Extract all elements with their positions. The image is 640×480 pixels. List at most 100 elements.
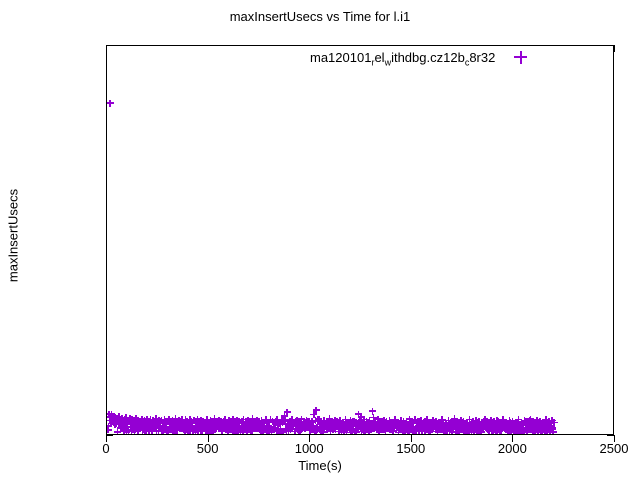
data-point bbox=[317, 420, 325, 428]
data-point bbox=[149, 417, 157, 424]
data-point bbox=[351, 424, 359, 432]
data-point bbox=[355, 410, 363, 418]
data-point bbox=[281, 412, 289, 420]
data-point bbox=[122, 425, 130, 433]
data-point bbox=[207, 417, 215, 425]
data-point bbox=[472, 417, 480, 425]
data-point bbox=[535, 420, 543, 428]
data-point bbox=[381, 420, 389, 428]
data-point bbox=[362, 424, 370, 432]
chart-title: maxInsertUsecs vs Time for l.i1 bbox=[229, 9, 411, 24]
data-point bbox=[239, 424, 247, 432]
data-point bbox=[215, 416, 223, 424]
data-point bbox=[160, 423, 168, 431]
data-point bbox=[309, 422, 317, 430]
data-point bbox=[257, 427, 265, 434]
data-point bbox=[340, 428, 348, 434]
data-point bbox=[317, 426, 325, 434]
data-point bbox=[123, 419, 131, 427]
data-point bbox=[460, 426, 468, 434]
data-point bbox=[284, 427, 292, 434]
data-point bbox=[455, 428, 463, 434]
data-point bbox=[360, 428, 368, 434]
data-point bbox=[227, 418, 235, 426]
data-point bbox=[288, 416, 296, 424]
data-point bbox=[142, 418, 150, 426]
data-point bbox=[413, 424, 421, 432]
data-point bbox=[303, 416, 311, 424]
data-point bbox=[118, 414, 126, 422]
data-point bbox=[193, 426, 201, 434]
data-point bbox=[421, 426, 429, 434]
data-point bbox=[437, 424, 445, 432]
data-point bbox=[507, 418, 515, 426]
data-point bbox=[441, 419, 449, 427]
data-point bbox=[208, 422, 216, 430]
data-point bbox=[300, 418, 308, 426]
data-point bbox=[197, 416, 205, 424]
data-point bbox=[475, 417, 483, 425]
x-tick-label: 2000 bbox=[497, 441, 527, 456]
data-point bbox=[312, 427, 320, 434]
data-point bbox=[348, 420, 356, 428]
data-point bbox=[246, 423, 254, 431]
y-tick-mark bbox=[106, 435, 113, 436]
data-point bbox=[107, 420, 115, 428]
data-point bbox=[380, 416, 388, 424]
data-point bbox=[491, 423, 499, 431]
data-point bbox=[352, 428, 360, 434]
data-point bbox=[266, 416, 274, 424]
data-point bbox=[399, 428, 407, 434]
data-point bbox=[523, 427, 531, 434]
data-point bbox=[109, 415, 117, 423]
data-point bbox=[468, 425, 476, 433]
data-point bbox=[169, 428, 177, 434]
data-point bbox=[203, 427, 211, 434]
data-point bbox=[458, 425, 466, 433]
data-point bbox=[439, 421, 447, 429]
data-point bbox=[343, 426, 351, 434]
x-tick-mark bbox=[309, 435, 311, 442]
data-point bbox=[206, 420, 214, 428]
data-point bbox=[540, 420, 548, 428]
data-point bbox=[471, 421, 479, 429]
data-point bbox=[126, 422, 134, 430]
data-point bbox=[172, 415, 180, 423]
x-tick-mark bbox=[512, 435, 514, 442]
data-point bbox=[364, 419, 372, 426]
data-point bbox=[370, 425, 378, 433]
data-point bbox=[536, 417, 544, 425]
data-point bbox=[405, 415, 413, 423]
data-point bbox=[542, 416, 550, 424]
data-point bbox=[517, 423, 525, 431]
data-point bbox=[141, 426, 149, 434]
data-point bbox=[107, 422, 113, 430]
data-point bbox=[107, 99, 114, 107]
data-point bbox=[132, 415, 140, 423]
data-point bbox=[259, 423, 267, 431]
data-point bbox=[429, 416, 437, 424]
data-point bbox=[525, 426, 533, 434]
data-point bbox=[341, 423, 349, 431]
data-point bbox=[232, 422, 240, 430]
data-point bbox=[140, 417, 148, 425]
data-point bbox=[162, 420, 170, 428]
data-point bbox=[154, 421, 162, 429]
data-point bbox=[298, 415, 306, 423]
data-point bbox=[445, 424, 453, 432]
data-point bbox=[438, 416, 446, 424]
data-point bbox=[344, 424, 352, 432]
data-point bbox=[487, 416, 495, 424]
data-point bbox=[474, 419, 482, 427]
data-point bbox=[316, 424, 324, 432]
data-point bbox=[349, 417, 357, 425]
data-point bbox=[151, 424, 159, 432]
data-point bbox=[308, 418, 316, 426]
plot-canvas bbox=[107, 46, 613, 434]
data-point bbox=[467, 420, 475, 428]
data-point bbox=[292, 425, 300, 433]
data-point bbox=[107, 426, 112, 434]
data-point bbox=[538, 423, 546, 431]
data-point bbox=[205, 419, 213, 427]
data-point bbox=[550, 418, 558, 426]
